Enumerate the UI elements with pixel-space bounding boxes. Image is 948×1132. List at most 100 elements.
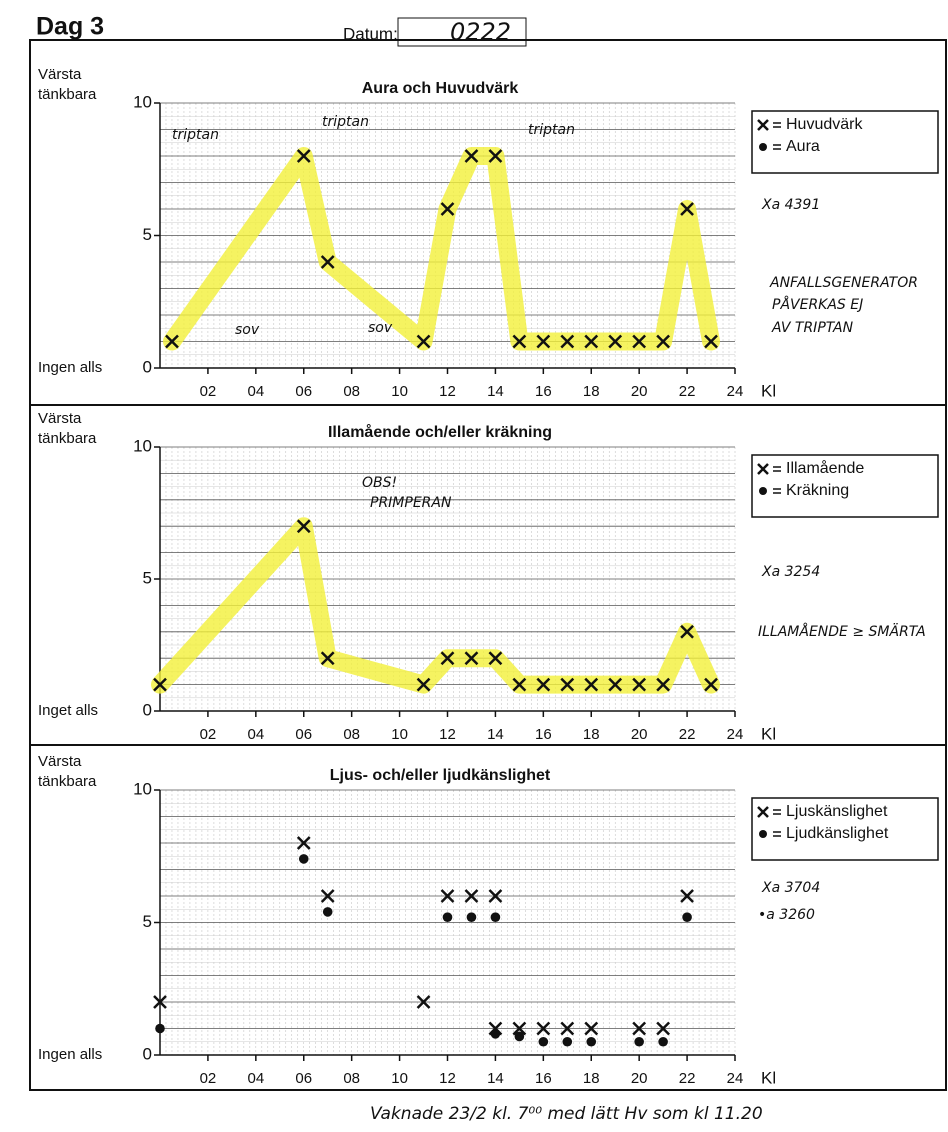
x-tick-label: 04 (247, 383, 264, 400)
legend-box (751, 454, 939, 518)
annotation: Xa 3254 (761, 564, 820, 580)
x-marker (488, 651, 503, 666)
y-top-label: Värsta (38, 66, 82, 83)
y-tick-label: 5 (143, 568, 152, 587)
x-marker (680, 202, 694, 216)
legend-marker (759, 487, 767, 495)
x-marker (656, 1021, 671, 1036)
x-marker (153, 995, 167, 1009)
annotation: AV TRIPTAN (771, 320, 854, 336)
x-marker (536, 1021, 551, 1036)
x-tick-label: 20 (631, 726, 648, 743)
dot-marker (514, 1031, 525, 1042)
y-tick-label: 0 (143, 1044, 152, 1063)
dot-marker (682, 912, 692, 922)
x-axis-label: Kl (761, 724, 776, 743)
x-marker (536, 334, 551, 349)
annotation: triptan (322, 114, 369, 130)
x-marker (296, 149, 311, 163)
x-axis-label: Kl (761, 381, 776, 400)
legend-label: Kräkning (786, 482, 849, 499)
x-tick-label: 22 (679, 726, 696, 743)
x-marker (296, 519, 311, 534)
x-tick-label: 22 (679, 383, 696, 400)
y-bottom-label: Inget alls (38, 702, 98, 719)
x-tick-label: 14 (487, 1070, 504, 1087)
x-marker (296, 836, 311, 850)
annotation: •a 3260 (758, 907, 815, 923)
legend-marker (759, 830, 767, 838)
x-tick-label: 22 (679, 1070, 696, 1087)
x-tick-label: 18 (583, 383, 600, 400)
footer-note: Vaknade 23/2 kl. 7⁰⁰ med lätt Hv som kl … (370, 1104, 763, 1124)
annotation: triptan (528, 122, 575, 138)
dot-marker (322, 907, 333, 917)
x-marker (320, 889, 335, 903)
x-tick-label: 06 (295, 383, 312, 400)
x-marker (440, 651, 455, 666)
annotation: sov (235, 322, 260, 338)
x-marker (656, 677, 671, 692)
x-marker (464, 149, 479, 163)
x-tick-label: 20 (631, 383, 648, 400)
annotation: PÅVERKAS EJ (772, 296, 863, 313)
x-tick-label: 10 (391, 383, 408, 400)
x-tick-label: 14 (487, 383, 504, 400)
legend-label: Ljuskänslighet (786, 803, 888, 820)
legend-marker (757, 806, 769, 818)
x-marker (488, 889, 503, 903)
y-tick-label: 0 (143, 700, 152, 719)
x-marker (464, 889, 479, 903)
date-label: Datum: (343, 24, 398, 43)
x-tick-label: 08 (343, 383, 360, 400)
x-tick-label: 24 (727, 726, 744, 743)
x-marker (464, 651, 479, 666)
x-tick-label: 16 (535, 726, 552, 743)
x-marker (584, 334, 599, 349)
annotation: OBS! (362, 475, 397, 491)
x-marker (165, 334, 179, 349)
x-marker (632, 677, 647, 692)
dot-marker (490, 1029, 501, 1039)
y-top-label: Värsta (38, 753, 82, 770)
chart-title: Aura och Huvudvärk (362, 80, 519, 97)
x-marker (512, 334, 527, 349)
x-tick-label: 02 (200, 1070, 217, 1087)
x-marker (704, 677, 718, 692)
x-marker (632, 1021, 647, 1036)
x-marker (440, 889, 455, 903)
dot-marker (634, 1036, 644, 1047)
dot-marker (442, 912, 453, 922)
x-tick-label: 18 (583, 1070, 600, 1087)
dot-marker (298, 854, 309, 864)
x-marker (560, 334, 575, 349)
x-marker (320, 255, 335, 269)
dot-marker (538, 1036, 549, 1047)
x-marker (560, 1021, 575, 1036)
x-marker (704, 334, 718, 349)
y-top-label: tänkbara (38, 430, 97, 447)
x-tick-label: 16 (535, 383, 552, 400)
y-tick-label: 5 (143, 225, 152, 244)
x-marker (680, 624, 694, 639)
legend-label: Aura (786, 138, 820, 155)
x-tick-label: 02 (200, 726, 217, 743)
x-tick-label: 14 (487, 726, 504, 743)
x-marker (584, 1021, 599, 1036)
x-tick-label: 04 (247, 1070, 264, 1087)
x-marker (512, 677, 527, 692)
x-marker (536, 677, 551, 692)
chart-title: Illamående och/eller kräkning (328, 423, 552, 441)
x-marker (416, 334, 431, 349)
x-marker (560, 677, 575, 692)
annotation: PRIMPERAN (370, 495, 452, 511)
y-tick-label: 10 (133, 436, 152, 455)
x-marker (416, 995, 431, 1009)
x-tick-label: 10 (391, 726, 408, 743)
annotation: sov (368, 320, 393, 336)
annotation: triptan (172, 127, 219, 143)
legend-label: Huvudvärk (786, 116, 863, 133)
y-tick-label: 0 (143, 357, 152, 376)
x-marker (320, 651, 335, 666)
